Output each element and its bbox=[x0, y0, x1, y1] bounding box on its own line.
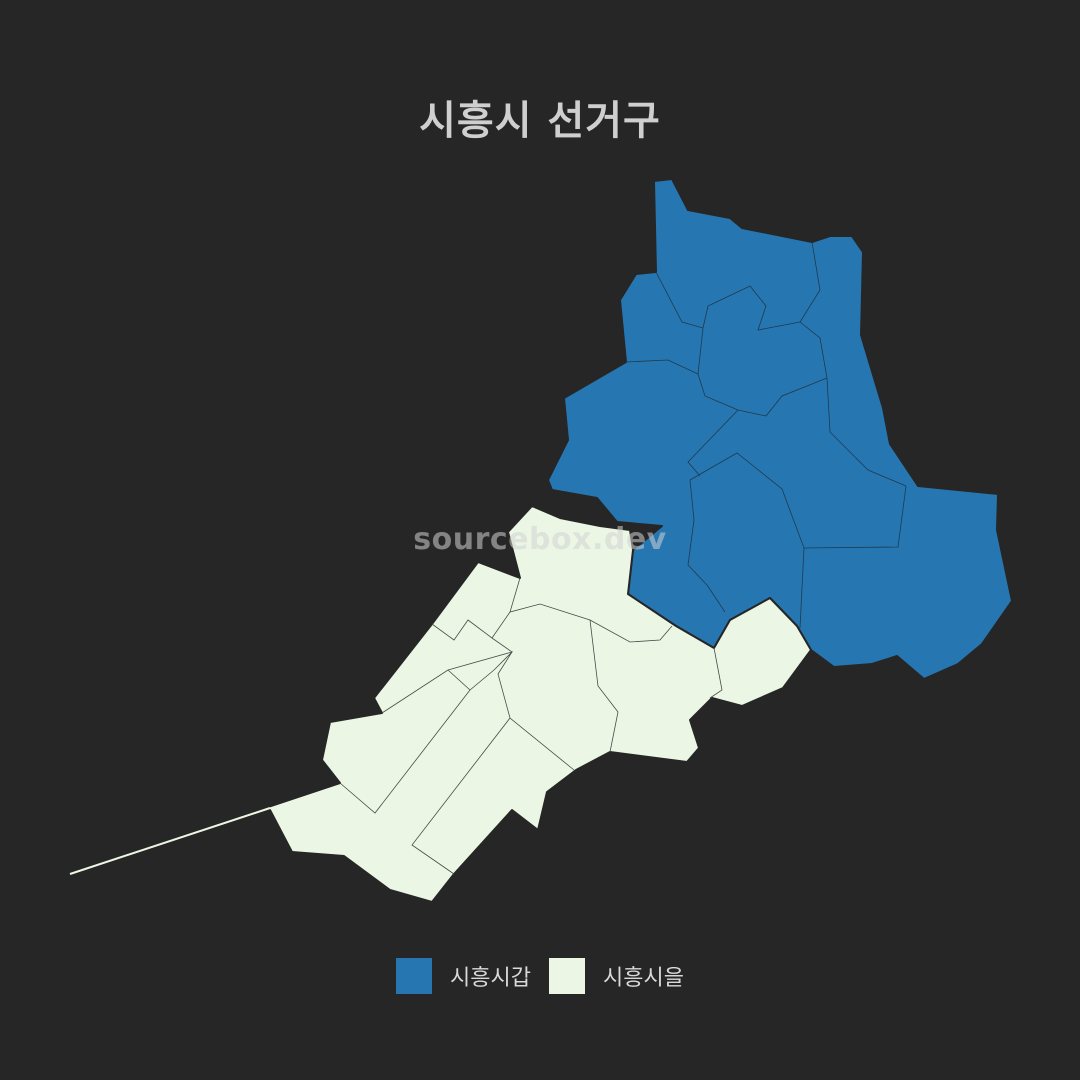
legend-item-gap: 시흥시갑 bbox=[396, 958, 531, 994]
legend-label-gap: 시흥시갑 bbox=[450, 966, 531, 991]
legend-item-eul: 시흥시을 bbox=[549, 958, 684, 994]
district-gap[interactable] bbox=[547, 178, 1013, 680]
district-eul-region bbox=[69, 505, 812, 903]
legend-swatch-eul bbox=[549, 958, 585, 994]
district-gap-region bbox=[547, 178, 1013, 680]
map-title: 시흥시 선거구 bbox=[419, 98, 661, 144]
watermark-text: sourcebox.dev bbox=[413, 522, 667, 557]
district-eul-boundaries bbox=[339, 577, 723, 875]
coastal-strip bbox=[69, 807, 271, 875]
legend-label-eul: 시흥시을 bbox=[603, 966, 684, 991]
legend-swatch-gap bbox=[396, 958, 433, 994]
map-legend: 시흥시갑 시흥시을 bbox=[0, 958, 1080, 994]
district-eul[interactable] bbox=[69, 505, 812, 903]
district-gap-boundaries bbox=[625, 241, 907, 629]
